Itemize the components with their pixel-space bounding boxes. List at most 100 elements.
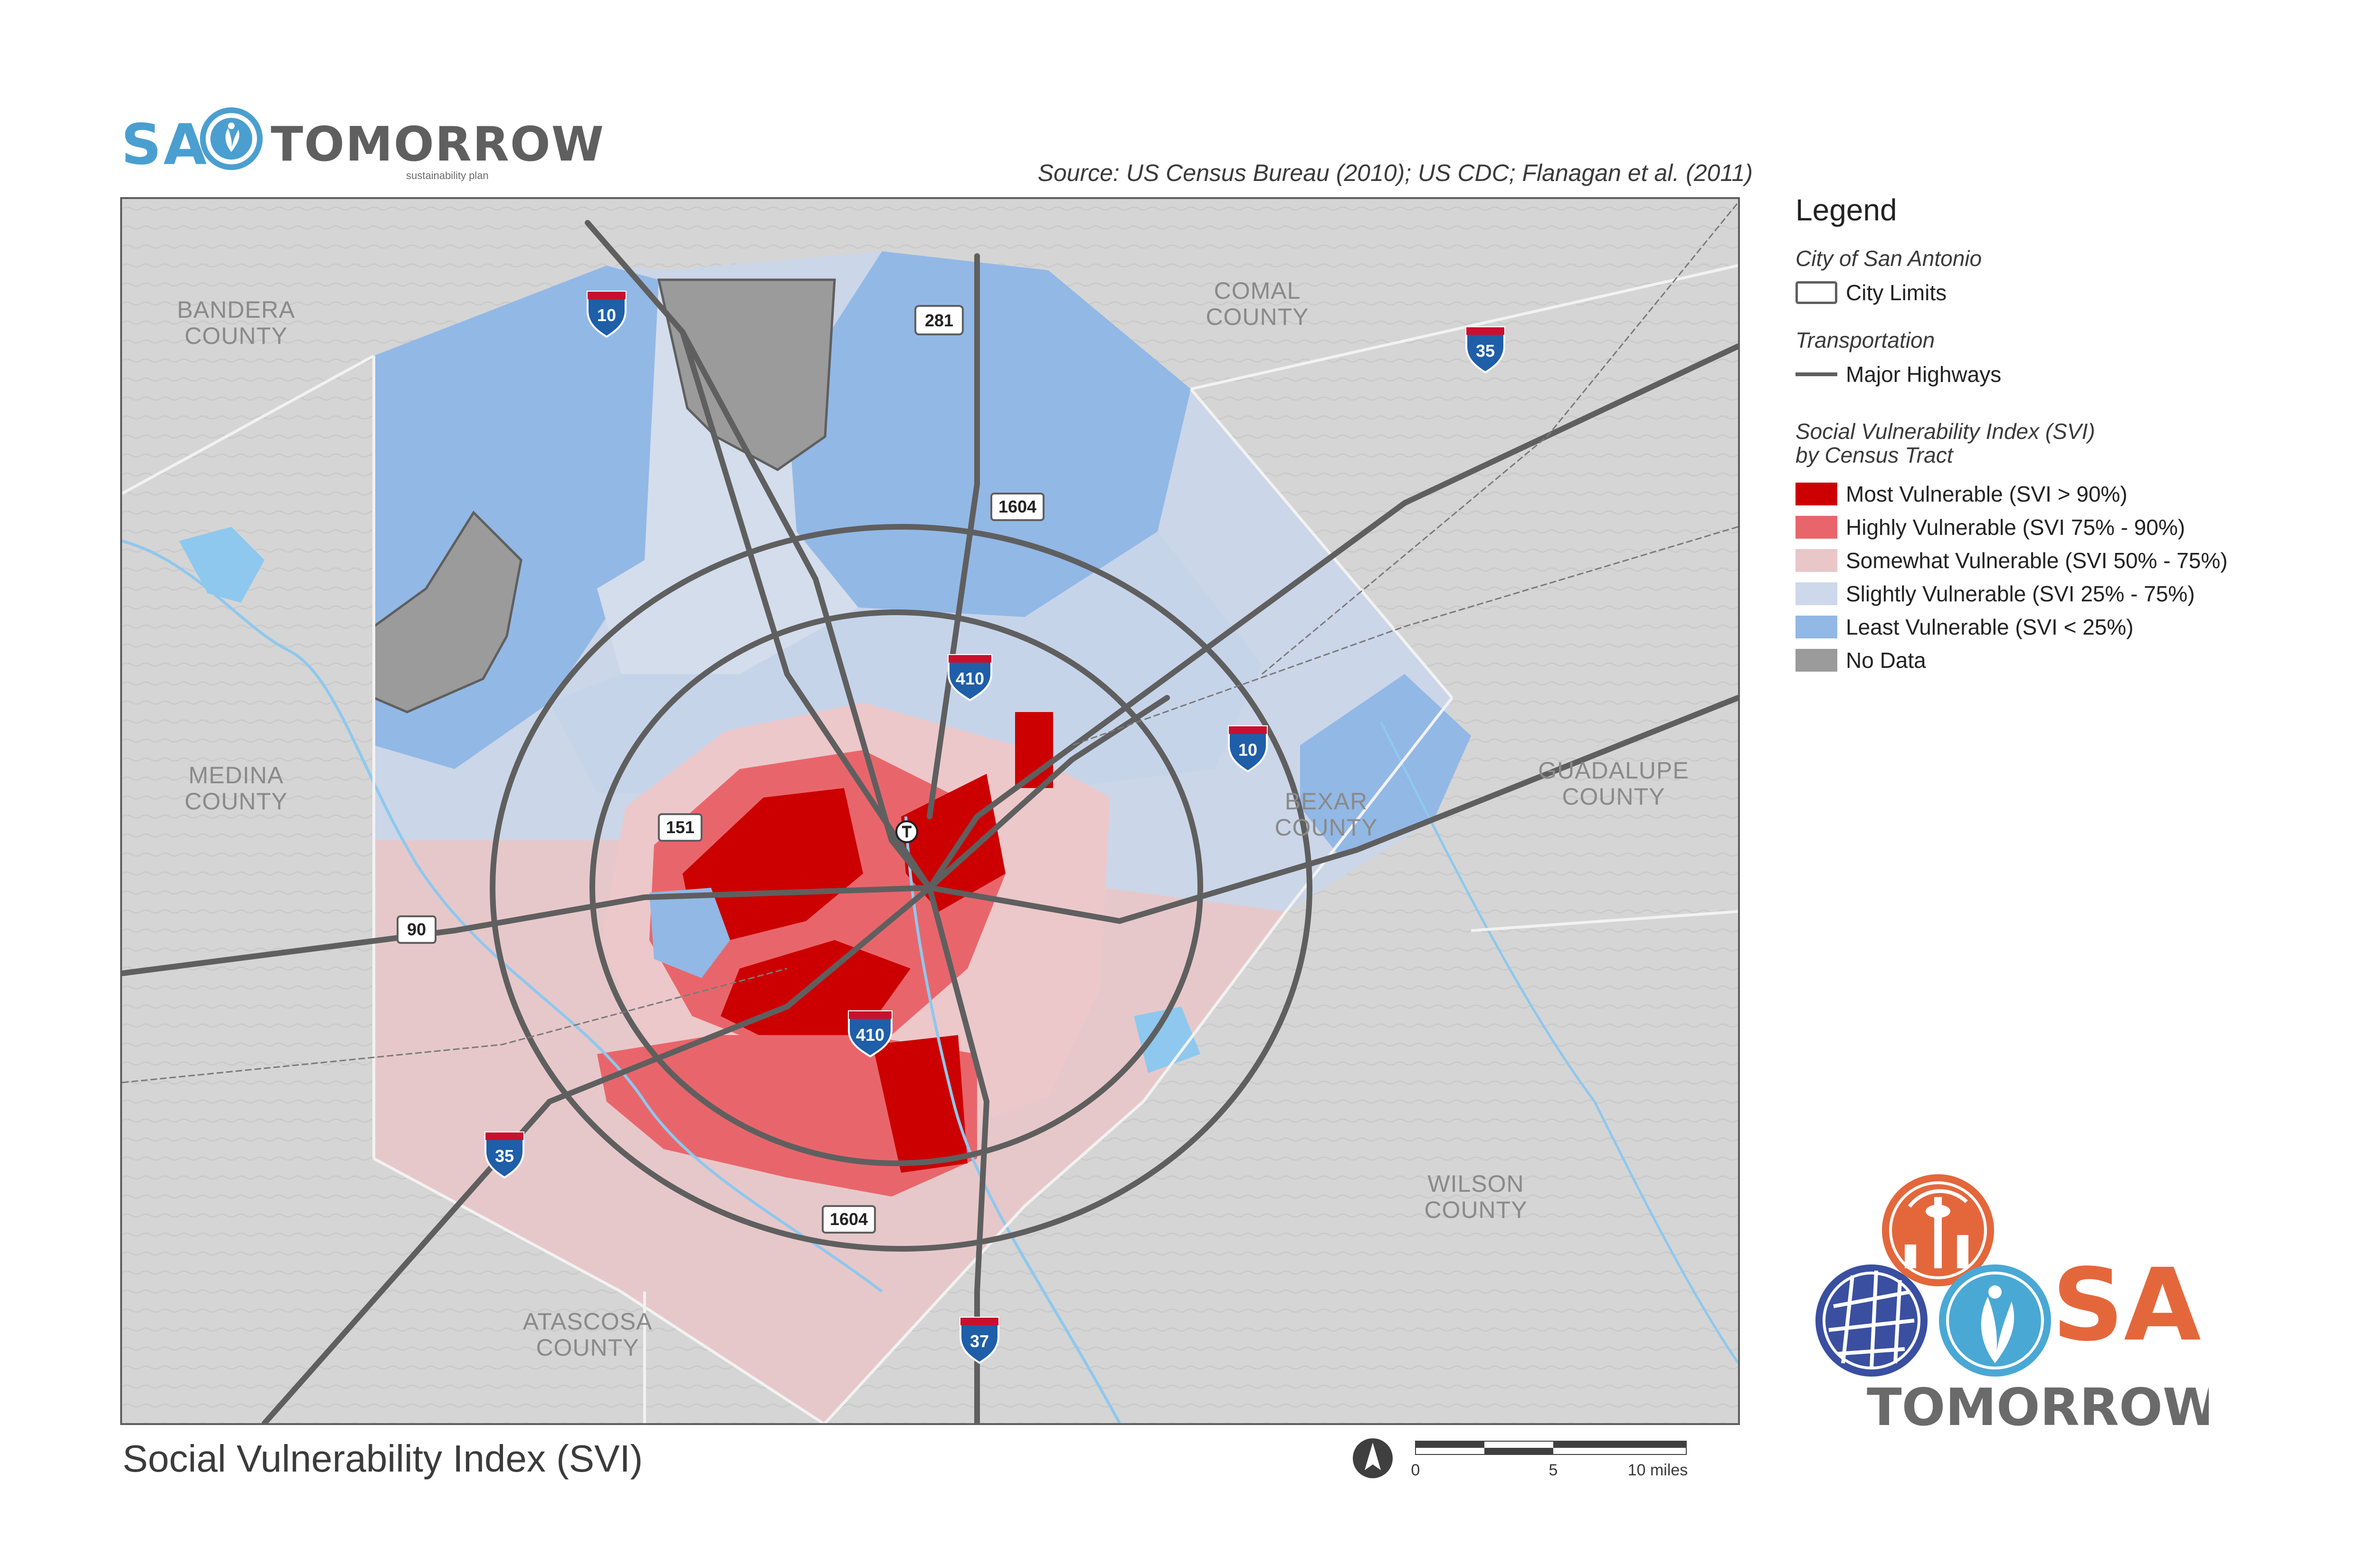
legend-title: Legend <box>1796 193 1897 227</box>
slightly-vulnerable-swatch <box>1796 582 1837 605</box>
north-arrow-icon <box>1351 1437 1394 1480</box>
legend-item-most-vulnerable: Most Vulnerable (SVI > 90%) <box>1796 477 2342 511</box>
river-cibolo <box>1379 721 1738 1364</box>
teal-leaf-icon <box>1939 1264 2051 1377</box>
legend-section-svi: Social Vulnerability Index (SVI) <box>1796 419 2095 444</box>
most-vulnerable-west <box>683 788 863 940</box>
legend-item-city-limits: City Limits <box>1796 276 2342 309</box>
interstate-shield-i35-north: 35 <box>1465 326 1505 374</box>
county-label-guadalupe: GUADALUPE <box>1538 757 1689 784</box>
legend-item-no-data: No Data <box>1796 644 2342 677</box>
lake-calaveras <box>1134 1007 1200 1073</box>
legend-section-svi-subtitle: by Census Tract <box>1796 443 1953 467</box>
legend-item-major-highways: Major Highways <box>1796 358 2342 391</box>
county-boundaries <box>122 264 1738 1423</box>
most-vulnerable-southeast <box>873 1035 968 1173</box>
logo-emblem-icon <box>200 107 264 171</box>
legend-label-major-highways: Major Highways <box>1846 362 2002 387</box>
downtown-marker-icon <box>895 820 918 843</box>
scale-label-0: 0 <box>1411 1461 1420 1479</box>
scale-bar: 0 5 10 miles <box>1411 1439 1691 1482</box>
legend-label-least-vulnerable: Least Vulnerable (SVI < 25%) <box>1846 615 2134 639</box>
legend-label-highly-vulnerable: Highly Vulnerable (SVI 75% - 90%) <box>1846 515 2185 540</box>
svg-text:10: 10 <box>1238 740 1257 760</box>
county-label-bandera: BANDERA <box>177 296 295 323</box>
lake-medina <box>179 527 265 603</box>
scale-label-5: 5 <box>1549 1461 1558 1479</box>
county-label-medina: MEDINA <box>189 762 284 789</box>
us-shield-281: 281 <box>914 305 964 335</box>
slightly-vulnerable-ring <box>550 532 1262 793</box>
svg-text:90: 90 <box>407 920 426 939</box>
svg-text:281: 281 <box>925 311 953 330</box>
legend-section-city: City of San Antonio <box>1796 246 1982 271</box>
logo-sa-text: SA <box>121 112 209 177</box>
river-san-antonio <box>904 816 1121 1423</box>
city-limits-swatch <box>1796 281 1837 304</box>
county-label-atascosa-suffix: COUNTY <box>536 1334 639 1361</box>
svg-text:1604: 1604 <box>830 1209 868 1229</box>
legend-item-slightly-vulnerable: Slightly Vulnerable (SVI 25% - 75%) <box>1796 577 2342 610</box>
legend-label-somewhat-vulnerable: Somewhat Vulnerable (SVI 50% - 75%) <box>1846 548 2228 573</box>
scale-label-10: 10 miles <box>1628 1461 1688 1479</box>
no-data-west <box>372 511 522 713</box>
orange-skyline-icon <box>1882 1174 1994 1286</box>
highly-vulnerable-swatch <box>1796 516 1837 539</box>
most-vulnerable-east <box>901 774 1006 912</box>
brand-logo-sa: SA <box>2052 1247 2201 1363</box>
us-shield-90: 90 <box>397 915 437 944</box>
most-vulnerable-swatch <box>1796 483 1837 505</box>
svg-text:37: 37 <box>970 1331 989 1351</box>
blue-grid-icon <box>1815 1264 1928 1377</box>
svg-text:410: 410 <box>856 1025 884 1045</box>
county-label-bexar: BEXAR <box>1285 788 1368 815</box>
no-data-swatch <box>1796 649 1837 672</box>
legend: Legend City of San Antonio City Limits T… <box>1796 192 2342 677</box>
interstate-shield-i410-north: 410 <box>948 654 992 702</box>
map-canvas: BANDERA COUNTY COMAL COUNTY MEDINA COUNT… <box>122 199 1738 1423</box>
legend-item-highly-vulnerable: Highly Vulnerable (SVI 75% - 90%) <box>1796 511 2342 544</box>
somewhat-vulnerable-swatch <box>1796 549 1837 572</box>
state-shield-151: 151 <box>658 813 703 842</box>
county-label-guadalupe-suffix: COUNTY <box>1562 783 1665 810</box>
county-label-bandera-suffix: COUNTY <box>184 323 287 349</box>
county-label-medina-suffix: COUNTY <box>184 788 287 815</box>
highway-line-swatch <box>1796 363 1837 386</box>
county-label-wilson: WILSON <box>1427 1170 1524 1197</box>
loop-shield-1604-south: 1604 <box>822 1205 876 1234</box>
no-data-camp-bullis <box>657 278 836 471</box>
major-highways <box>122 220 1738 1423</box>
svg-text:35: 35 <box>1476 341 1495 361</box>
legend-item-least-vulnerable: Least Vulnerable (SVI < 25%) <box>1796 610 2342 644</box>
interstate-shield-i10-east: 10 <box>1228 725 1268 773</box>
source-citation: Source: US Census Bureau (2010); US CDC;… <box>1037 160 1753 186</box>
county-label-bexar-suffix: COUNTY <box>1274 814 1378 841</box>
sa-tomorrow-header-logo: SA TOMORROW sustainability plan <box>121 102 604 185</box>
svg-text:10: 10 <box>597 305 616 325</box>
legend-item-somewhat-vulnerable: Somewhat Vulnerable (SVI 50% - 75%) <box>1796 544 2342 577</box>
logo-tagline: sustainability plan <box>406 170 489 181</box>
loop-shield-1604-north: 1604 <box>990 493 1045 521</box>
interstate-shield-i410-south: 410 <box>848 1010 893 1058</box>
brand-logo-tomorrow: TOMORROW <box>1867 1378 2209 1435</box>
map-frame: BANDERA COUNTY COMAL COUNTY MEDINA COUNT… <box>120 197 1740 1425</box>
legend-label-slightly-vulnerable: Slightly Vulnerable (SVI 25% - 75%) <box>1846 581 2195 606</box>
legend-label-city-limits: City Limits <box>1846 280 1947 305</box>
railroads <box>122 203 1738 1083</box>
least-vulnerable-swatch <box>1796 616 1837 638</box>
least-vulnerable-southwest <box>649 888 730 978</box>
county-label-comal: COMAL <box>1214 277 1301 304</box>
interstate-shield-i10-north: 10 <box>587 291 627 338</box>
logo-tomorrow-text: TOMORROW <box>271 116 605 172</box>
least-vulnerable-east <box>1300 674 1471 855</box>
county-label-atascosa: ATASCOSA <box>523 1308 653 1335</box>
interstate-shield-i37: 37 <box>960 1317 999 1364</box>
svg-text:151: 151 <box>666 817 694 837</box>
map-title: Social Vulnerability Index (SVI) <box>123 1437 643 1480</box>
legend-section-transportation: Transportation <box>1796 328 1935 352</box>
interstate-shield-i35-south: 35 <box>484 1131 524 1179</box>
county-label-comal-suffix: COUNTY <box>1206 304 1309 330</box>
svg-text:35: 35 <box>495 1146 514 1166</box>
legend-label-most-vulnerable: Most Vulnerable (SVI > 90%) <box>1846 482 2128 506</box>
county-label-wilson-suffix: COUNTY <box>1424 1197 1527 1223</box>
